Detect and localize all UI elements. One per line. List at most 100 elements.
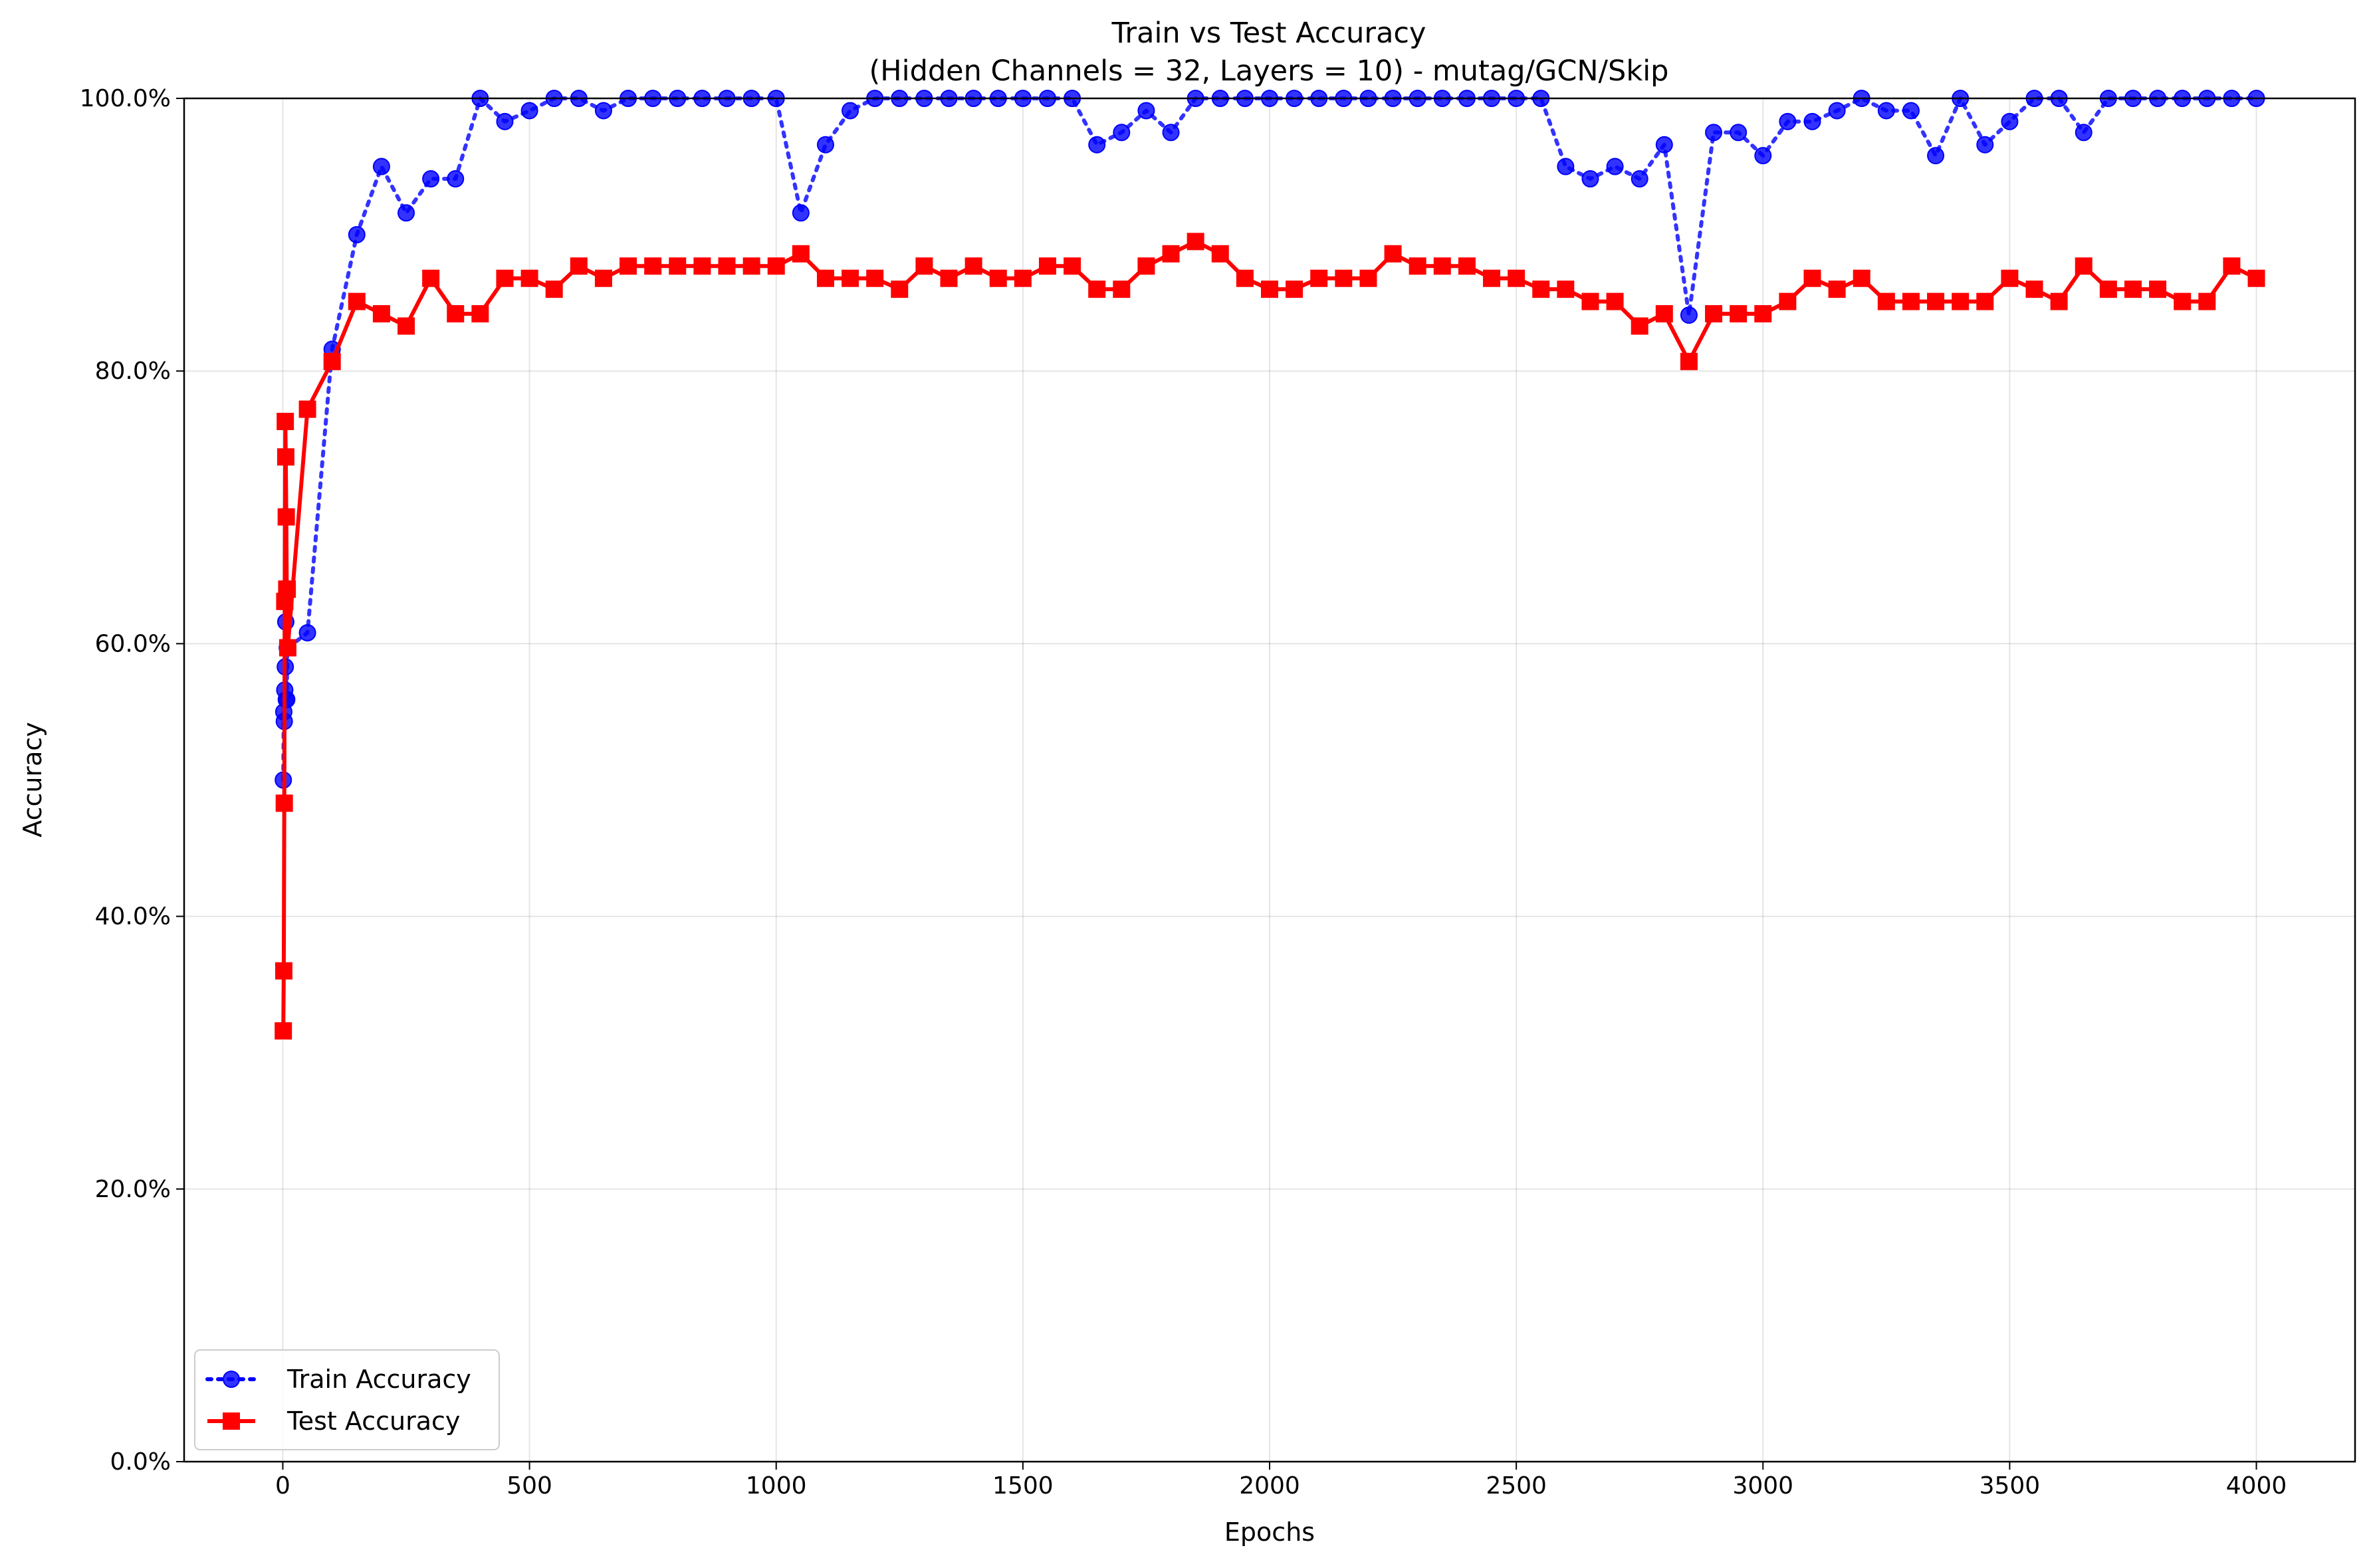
legend: Train Accuracy Test Accuracy xyxy=(194,1349,500,1450)
train-accuracy-point xyxy=(447,170,465,188)
test-accuracy-point xyxy=(669,257,687,275)
test-accuracy-point xyxy=(2099,280,2117,298)
test-accuracy-point xyxy=(2001,269,2019,287)
test-accuracy-point xyxy=(644,257,662,275)
test-accuracy-point xyxy=(1828,280,1846,298)
test-accuracy-point xyxy=(1779,292,1797,310)
test-accuracy-point xyxy=(891,280,909,298)
test-accuracy-point xyxy=(792,245,810,263)
test-accuracy-point xyxy=(816,269,834,287)
test-accuracy-point xyxy=(279,639,296,657)
test-accuracy-point xyxy=(1581,292,1599,310)
test-accuracy-point xyxy=(594,269,612,287)
train-accuracy-point xyxy=(278,691,296,709)
test-accuracy-point xyxy=(2174,292,2192,310)
test-accuracy-point xyxy=(275,794,293,812)
test-accuracy-point xyxy=(1952,292,1970,310)
train-accuracy-point xyxy=(1680,306,1698,324)
test-accuracy-point xyxy=(1137,257,1155,275)
train-accuracy-point xyxy=(1557,158,1575,175)
test-accuracy-point xyxy=(2025,280,2043,298)
legend-test-accuracy-label: Test Accuracy xyxy=(286,1406,460,1436)
y-tick-label: 100.0% xyxy=(80,85,171,112)
test-accuracy-point xyxy=(1335,269,1353,287)
train-accuracy-point xyxy=(1828,102,1846,120)
x-tick-label: 3500 xyxy=(1979,1472,2041,1500)
legend-train-accuracy-marker xyxy=(223,1371,240,1388)
test-accuracy-point xyxy=(1162,245,1180,263)
x-tick-label: 0 xyxy=(275,1472,290,1500)
x-tick-label: 1000 xyxy=(746,1472,807,1500)
x-axis-label: Epochs xyxy=(1224,1517,1315,1547)
test-accuracy-point xyxy=(397,317,415,335)
test-accuracy-point xyxy=(718,257,736,275)
test-accuracy-point xyxy=(298,400,316,418)
test-accuracy-point xyxy=(1113,280,1131,298)
train-accuracy-point xyxy=(1779,112,1797,130)
test-accuracy-point xyxy=(1902,292,1920,310)
test-accuracy-point xyxy=(1705,305,1723,323)
train-accuracy-point xyxy=(397,204,415,222)
test-accuracy-point xyxy=(422,269,440,287)
test-accuracy-point xyxy=(275,1022,292,1040)
x-tick-label: 500 xyxy=(507,1472,552,1500)
test-accuracy-point xyxy=(1064,257,1081,275)
test-accuracy-point xyxy=(842,269,859,287)
test-accuracy-point xyxy=(1606,292,1624,310)
test-accuracy-point xyxy=(1409,257,1426,275)
train-accuracy-point xyxy=(1137,102,1155,120)
test-accuracy-point xyxy=(989,269,1007,287)
y-tick-label: 0.0% xyxy=(110,1448,171,1476)
test-accuracy-point xyxy=(1532,280,1550,298)
train-accuracy-point xyxy=(298,623,316,641)
train-accuracy-point xyxy=(816,136,834,154)
test-accuracy-point xyxy=(767,257,785,275)
test-accuracy-point xyxy=(1557,280,1575,298)
test-accuracy-point xyxy=(372,305,390,323)
test-accuracy-point xyxy=(277,508,295,526)
test-accuracy-point xyxy=(1359,269,1377,287)
test-accuracy-point xyxy=(348,292,366,310)
train-accuracy-point xyxy=(1631,170,1648,188)
test-accuracy-point xyxy=(693,257,711,275)
test-accuracy-point xyxy=(1730,305,1748,323)
train-accuracy-point xyxy=(348,226,366,244)
test-accuracy-point xyxy=(1014,269,1032,287)
x-tick-label: 4000 xyxy=(2226,1472,2287,1500)
test-accuracy-point xyxy=(275,962,292,980)
test-accuracy-point xyxy=(520,269,538,287)
test-accuracy-point xyxy=(323,352,341,370)
train-accuracy-point xyxy=(1705,124,1723,142)
train-accuracy-point xyxy=(1877,102,1895,120)
test-accuracy-point xyxy=(1877,292,1895,310)
x-tick-label: 2000 xyxy=(1239,1472,1300,1500)
y-tick-label: 60.0% xyxy=(95,630,171,657)
test-accuracy-point xyxy=(1754,305,1772,323)
train-accuracy-point xyxy=(2075,124,2092,142)
test-accuracy-point xyxy=(1088,280,1106,298)
test-accuracy-point xyxy=(1211,245,1229,263)
test-accuracy-point xyxy=(1631,317,1648,335)
test-accuracy-point xyxy=(277,448,294,466)
y-tick-label: 40.0% xyxy=(95,903,171,931)
test-accuracy-point xyxy=(570,257,588,275)
x-tick-label: 2500 xyxy=(1486,1472,1547,1500)
test-accuracy-point xyxy=(277,413,294,431)
y-axis-label: Accuracy xyxy=(18,722,47,838)
x-tick-label: 3000 xyxy=(1732,1472,1793,1500)
y-axis: 0.0% 20.0% 40.0% 60.0% 80.0% 100.0% xyxy=(80,85,184,1476)
test-accuracy-point xyxy=(1483,269,1501,287)
y-tick-label: 80.0% xyxy=(95,358,171,385)
train-accuracy-point xyxy=(1162,124,1180,142)
test-accuracy-point xyxy=(1186,233,1204,251)
test-accuracy-point xyxy=(2149,280,2167,298)
test-accuracy-point xyxy=(2198,292,2216,310)
test-accuracy-point xyxy=(1680,352,1698,370)
x-axis: 0 500 1000 1500 2000 2500 3000 3500 4000 xyxy=(275,1462,2287,1500)
test-accuracy-point xyxy=(545,280,563,298)
test-accuracy-point xyxy=(1236,269,1254,287)
train-accuracy-point xyxy=(1902,102,1920,120)
test-accuracy-point xyxy=(1310,269,1328,287)
